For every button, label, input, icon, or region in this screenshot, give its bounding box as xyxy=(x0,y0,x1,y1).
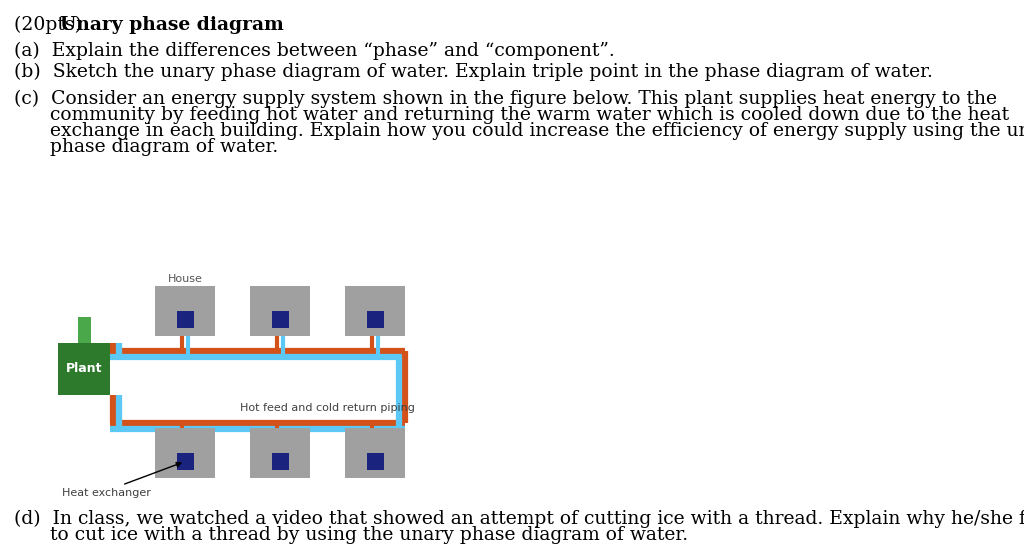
Bar xyxy=(367,311,384,328)
Text: (d)  In class, we watched a video that showed an attempt of cutting ice with a t: (d) In class, we watched a video that sh… xyxy=(14,510,1024,528)
Bar xyxy=(345,428,406,478)
Bar xyxy=(78,317,90,343)
Bar xyxy=(271,453,289,470)
Text: phase diagram of water.: phase diagram of water. xyxy=(14,138,279,156)
Text: Unary phase diagram: Unary phase diagram xyxy=(60,16,284,34)
Bar xyxy=(58,343,110,395)
Text: Hot feed and cold return piping: Hot feed and cold return piping xyxy=(240,403,415,413)
Text: House: House xyxy=(168,274,203,284)
Bar xyxy=(155,428,215,478)
Bar xyxy=(250,428,310,478)
Text: community by feeding hot water and returning the warm water which is cooled down: community by feeding hot water and retur… xyxy=(14,106,1009,124)
Bar xyxy=(176,453,194,470)
Text: Heat exchanger: Heat exchanger xyxy=(62,488,151,498)
Text: exchange in each building. Explain how you could increase the efficiency of ener: exchange in each building. Explain how y… xyxy=(14,122,1024,140)
Bar xyxy=(250,286,310,336)
Text: (b)  Sketch the unary phase diagram of water. Explain triple point in the phase : (b) Sketch the unary phase diagram of wa… xyxy=(14,63,933,81)
Bar xyxy=(345,286,406,336)
Bar xyxy=(367,453,384,470)
Text: (20pts): (20pts) xyxy=(14,16,88,34)
Bar xyxy=(176,311,194,328)
Text: Plant: Plant xyxy=(66,363,102,375)
Bar xyxy=(155,286,215,336)
Text: (a)  Explain the differences between “phase” and “component”.: (a) Explain the differences between “pha… xyxy=(14,42,614,60)
Bar xyxy=(271,311,289,328)
Text: to cut ice with a thread by using the unary phase diagram of water.: to cut ice with a thread by using the un… xyxy=(14,526,688,544)
Text: (c)  Consider an energy supply system shown in the figure below. This plant supp: (c) Consider an energy supply system sho… xyxy=(14,90,997,108)
